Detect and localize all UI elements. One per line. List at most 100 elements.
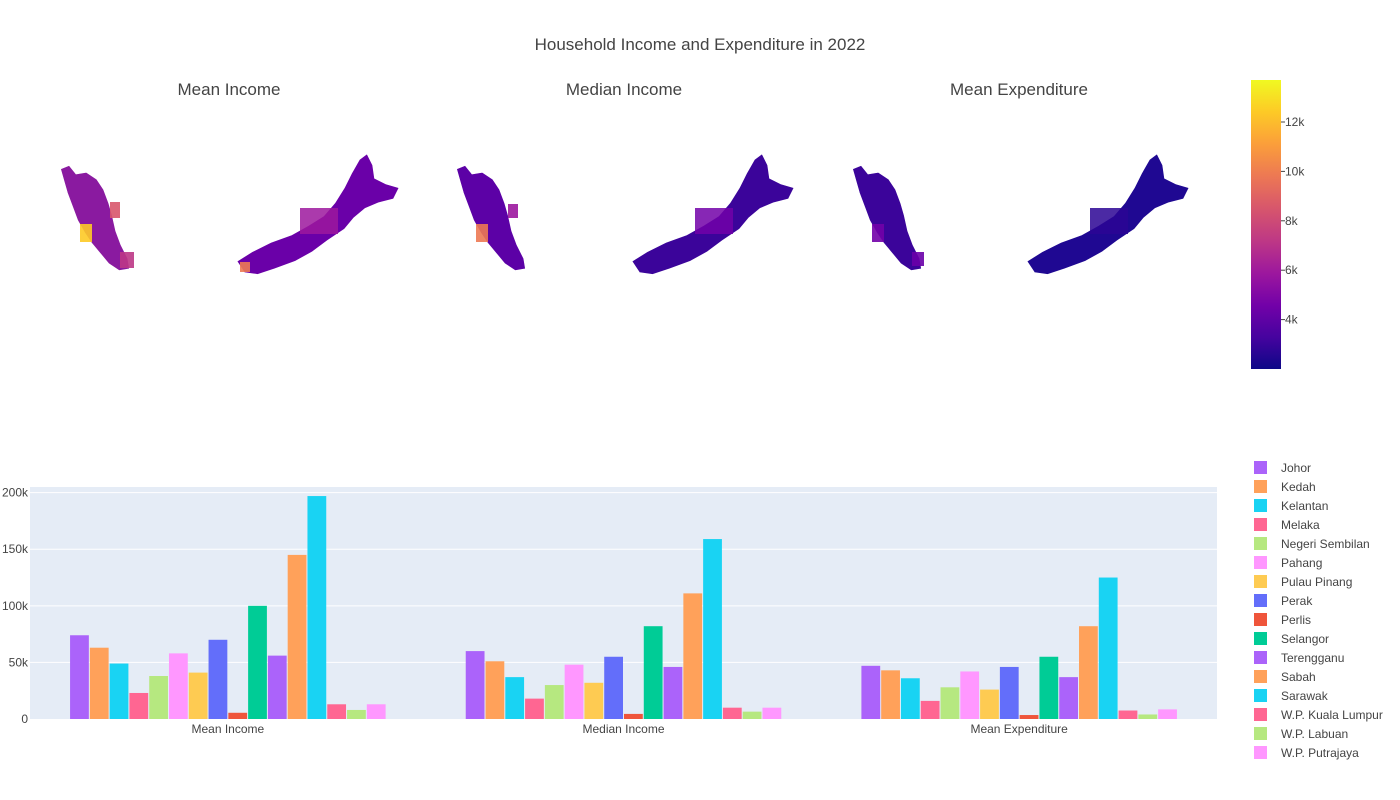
bar[interactable] <box>1158 709 1177 719</box>
map-highlight-region <box>110 202 120 218</box>
legend-label: W.P. Labuan <box>1281 727 1348 741</box>
legend-item[interactable]: Kelantan <box>1254 499 1328 513</box>
bar[interactable] <box>643 626 663 719</box>
bar[interactable] <box>248 605 267 719</box>
bar[interactable] <box>525 698 544 719</box>
bar[interactable] <box>544 685 564 719</box>
bar[interactable] <box>505 677 525 719</box>
legend-item[interactable]: Melaka <box>1254 518 1320 532</box>
legend-item[interactable]: Selangor <box>1254 632 1329 646</box>
bar[interactable] <box>999 666 1019 719</box>
map-highlight-region <box>80 224 92 242</box>
legend-swatch <box>1254 651 1267 664</box>
bar[interactable] <box>940 687 960 719</box>
legend-item[interactable]: Perak <box>1254 594 1313 608</box>
legend-item[interactable]: W.P. Labuan <box>1254 727 1348 741</box>
peninsular-map <box>457 165 526 270</box>
colorbar-tick-label: 6k <box>1285 263 1299 277</box>
legend-item[interactable]: Pulau Pinang <box>1254 575 1352 589</box>
legend-item[interactable]: Terengganu <box>1254 651 1344 665</box>
bar[interactable] <box>347 709 366 719</box>
legend-swatch <box>1254 613 1267 626</box>
bar[interactable] <box>584 682 604 719</box>
bar[interactable] <box>564 664 584 719</box>
legend-item[interactable]: Sabah <box>1254 670 1316 684</box>
legend-item[interactable]: Johor <box>1254 461 1311 475</box>
bar[interactable] <box>1019 715 1039 719</box>
bar[interactable] <box>1098 577 1118 719</box>
bar[interactable] <box>1039 656 1059 719</box>
bar[interactable] <box>70 635 89 719</box>
bar[interactable] <box>267 655 287 719</box>
map-highlight-region <box>1090 208 1128 234</box>
bar[interactable] <box>742 711 762 719</box>
map-highlight-region <box>508 204 518 218</box>
page-title: Household Income and Expenditure in 2022 <box>535 35 866 54</box>
bar[interactable] <box>228 712 248 719</box>
legend-label: W.P. Kuala Lumpur <box>1281 708 1383 722</box>
bar[interactable] <box>1118 710 1138 719</box>
y-tick-label: 200k <box>2 486 29 500</box>
bar[interactable] <box>980 689 999 719</box>
plot-background <box>30 487 1217 719</box>
y-gridlines <box>30 492 1217 663</box>
bar[interactable] <box>307 496 327 719</box>
colorbar-tick-label: 4k <box>1285 313 1299 327</box>
colorbar: 4k 6k 8k 10k 12k <box>1251 80 1305 369</box>
legend-item[interactable]: Sarawak <box>1254 689 1329 703</box>
bar[interactable] <box>208 639 228 719</box>
colorbar-gradient <box>1251 80 1281 369</box>
bar[interactable] <box>624 713 643 719</box>
bar[interactable] <box>89 647 109 719</box>
legend-item[interactable]: W.P. Putrajaya <box>1254 746 1359 760</box>
bar[interactable] <box>762 707 782 719</box>
legend-swatch <box>1254 746 1267 759</box>
bar[interactable] <box>287 554 307 719</box>
bar[interactable] <box>188 672 208 719</box>
bar[interactable] <box>960 671 980 719</box>
borneo-map <box>1027 154 1189 275</box>
bar[interactable] <box>1059 677 1079 719</box>
legend-item[interactable]: W.P. Kuala Lumpur <box>1254 708 1383 722</box>
legend-swatch <box>1254 708 1267 721</box>
bar[interactable] <box>1079 626 1098 719</box>
map-subplot-title: Mean Income <box>178 80 281 99</box>
bar[interactable] <box>900 678 920 719</box>
legend-item[interactable]: Perlis <box>1254 613 1311 627</box>
legend-label: Johor <box>1281 461 1311 475</box>
bar[interactable] <box>129 692 149 719</box>
legend-item[interactable]: Pahang <box>1254 556 1322 570</box>
map-highlight-region <box>476 224 488 242</box>
bar[interactable] <box>168 653 188 719</box>
legend-item[interactable]: Kedah <box>1254 480 1316 494</box>
legend-label: Sabah <box>1281 670 1316 684</box>
bar[interactable] <box>920 700 940 719</box>
bar[interactable] <box>703 539 722 719</box>
x-tick-label: Median Income <box>582 722 664 736</box>
y-tick-label: 100k <box>2 599 29 613</box>
map-highlight-region <box>872 224 884 242</box>
map-subplot-mean-income: Mean Income <box>61 80 400 274</box>
peninsular-map <box>853 165 924 270</box>
bar[interactable] <box>604 656 623 719</box>
bar[interactable] <box>366 704 386 719</box>
bar[interactable] <box>465 651 485 719</box>
legend-swatch <box>1254 518 1267 531</box>
legend-swatch <box>1254 537 1267 550</box>
legend-swatch <box>1254 689 1267 702</box>
bar[interactable] <box>861 665 881 719</box>
legend-label: Kedah <box>1281 480 1316 494</box>
bar[interactable] <box>327 704 347 719</box>
bar[interactable] <box>485 661 505 719</box>
bar[interactable] <box>722 707 742 719</box>
bar[interactable] <box>149 675 168 719</box>
map-subplot-title: Median Income <box>566 80 682 99</box>
colorbar-tick-label: 12k <box>1285 115 1305 129</box>
bar[interactable] <box>109 663 129 719</box>
legend-swatch <box>1254 594 1267 607</box>
bar[interactable] <box>683 593 703 719</box>
bar[interactable] <box>881 670 900 719</box>
bar[interactable] <box>663 666 683 719</box>
bar[interactable] <box>1138 714 1158 719</box>
legend-item[interactable]: Negeri Sembilan <box>1254 537 1370 551</box>
